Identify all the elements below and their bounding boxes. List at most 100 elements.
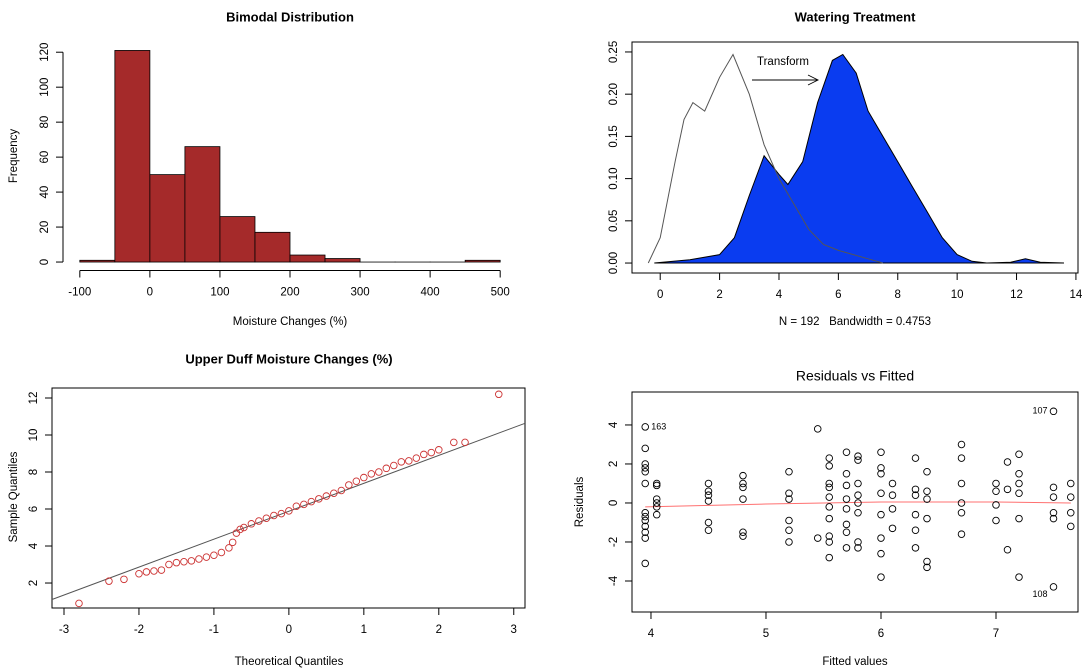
chart-title: Upper Duff Moisture Changes (%) [185, 351, 392, 366]
point [785, 526, 793, 535]
point [825, 532, 833, 540]
y-tick-label: 10 [28, 429, 40, 442]
point-label: 108 [1032, 589, 1047, 599]
point [652, 495, 661, 503]
point [461, 438, 469, 447]
point [1003, 458, 1012, 466]
x-tick-label: 0 [657, 289, 663, 301]
point [427, 448, 436, 457]
point [842, 448, 851, 457]
point [641, 479, 649, 488]
density-area [654, 53, 1065, 264]
point [1015, 479, 1023, 488]
point [1049, 483, 1058, 492]
point [739, 471, 747, 480]
point [911, 491, 920, 499]
y-tick-label: 0.25 [608, 41, 620, 63]
x-tick-label: 0 [286, 624, 292, 636]
point [307, 497, 316, 506]
point [888, 491, 897, 499]
point [842, 528, 851, 536]
point [825, 454, 833, 462]
point [337, 486, 346, 495]
point [412, 454, 421, 462]
y-tick-label: 6 [28, 506, 40, 512]
point [704, 497, 713, 505]
point [352, 477, 361, 486]
y-tick-label: -2 [608, 537, 620, 547]
point [825, 493, 833, 501]
x-tick-label: 8 [895, 289, 901, 301]
histogram-bar [79, 259, 116, 263]
point [704, 479, 713, 488]
point [992, 479, 1000, 488]
point [641, 534, 649, 542]
point [704, 487, 713, 496]
x-axis-label: Theoretical Quantiles [235, 656, 344, 668]
plot-frame [631, 391, 1079, 613]
point [1049, 493, 1058, 501]
y-tick-label: 120 [39, 43, 51, 62]
point [739, 483, 747, 492]
point [262, 514, 271, 523]
x-tick-label: 0 [147, 287, 153, 299]
point [842, 481, 851, 490]
x-tick-label: 4 [648, 628, 655, 640]
point [957, 479, 966, 488]
point [300, 500, 308, 509]
point [641, 516, 649, 525]
point [367, 470, 376, 478]
point [1015, 514, 1023, 523]
point [420, 450, 428, 459]
point [150, 567, 158, 575]
point [330, 489, 338, 498]
point [652, 510, 661, 519]
x-tick-label: 7 [993, 628, 999, 640]
point [285, 507, 293, 515]
point [1067, 479, 1075, 488]
point [923, 514, 931, 523]
density-line [647, 53, 884, 264]
y-tick-label: 40 [39, 186, 51, 199]
point [397, 458, 406, 466]
histogram-bar [254, 231, 291, 263]
point [360, 473, 368, 482]
x-axis-label: Fitted values [822, 656, 887, 668]
point [641, 468, 649, 476]
x-tick-label: 10 [951, 289, 964, 301]
point [652, 503, 661, 511]
x-tick-label: 1 [361, 624, 367, 636]
point [120, 575, 128, 584]
y-tick-label: 4 [28, 542, 40, 549]
point [1049, 583, 1058, 591]
point [240, 523, 248, 532]
x-tick-label: 12 [1010, 289, 1023, 301]
point [1015, 469, 1023, 478]
point [315, 495, 323, 503]
point [1015, 450, 1023, 458]
point [641, 528, 649, 536]
y-tick-label: 0.10 [608, 167, 620, 189]
y-tick-label: 100 [39, 78, 51, 97]
point [992, 516, 1000, 525]
point [704, 526, 713, 535]
point [957, 454, 966, 462]
point [210, 551, 218, 560]
point [135, 570, 143, 578]
point [888, 524, 897, 533]
y-axis-label: Residuals [574, 477, 586, 528]
reference-line [645, 501, 1071, 508]
point [704, 491, 713, 499]
annotation-arrow [752, 74, 820, 86]
point [641, 508, 649, 517]
point [923, 557, 931, 566]
point [842, 544, 851, 552]
point [785, 495, 793, 503]
y-tick-label: 20 [39, 221, 51, 234]
x-tick-label: 6 [835, 289, 841, 301]
point [923, 563, 931, 572]
y-tick-label: 0.05 [608, 210, 620, 232]
chart-title: Watering Treatment [795, 9, 917, 24]
point [854, 479, 862, 488]
point [390, 461, 398, 470]
